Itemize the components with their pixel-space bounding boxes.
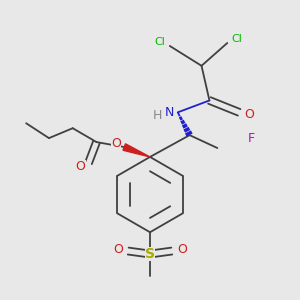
- Text: O: O: [244, 108, 254, 121]
- Text: O: O: [177, 243, 187, 256]
- Text: O: O: [76, 160, 85, 173]
- Polygon shape: [123, 144, 150, 157]
- Text: N: N: [165, 106, 175, 119]
- Text: H: H: [153, 109, 163, 122]
- Text: Cl: Cl: [154, 37, 165, 47]
- Text: O: O: [111, 136, 121, 150]
- Text: O: O: [113, 243, 123, 256]
- Text: F: F: [248, 132, 255, 145]
- Text: Cl: Cl: [232, 34, 243, 44]
- Text: S: S: [145, 247, 155, 261]
